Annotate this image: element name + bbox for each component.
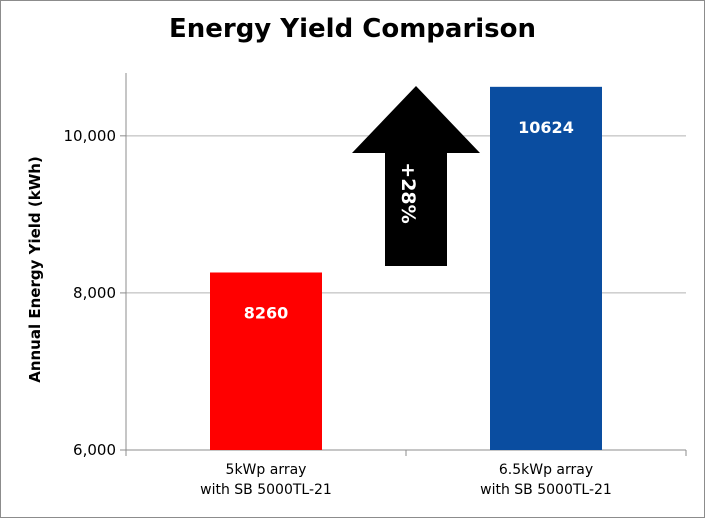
bar [490, 86, 602, 450]
category-label: 5kWp array [226, 462, 307, 478]
y-tick-label: 8,000 [73, 284, 116, 302]
category-label: 6.5kWp array [499, 462, 593, 478]
bar [210, 272, 322, 450]
y-axis-title: Annual Energy Yield (kWh) [26, 156, 44, 383]
chart-title: Energy Yield Comparison [168, 14, 537, 44]
up-arrow-annotation [352, 86, 480, 266]
arrow-annotation-label: +28% [397, 162, 419, 223]
category-label: with SB 5000TL-21 [200, 482, 332, 498]
y-tick-label: 6,000 [73, 441, 116, 459]
data-label: 8260 [244, 303, 289, 322]
data-label: 10624 [518, 118, 574, 137]
y-tick-label: 10,000 [64, 127, 117, 145]
category-label: with SB 5000TL-21 [480, 482, 612, 498]
